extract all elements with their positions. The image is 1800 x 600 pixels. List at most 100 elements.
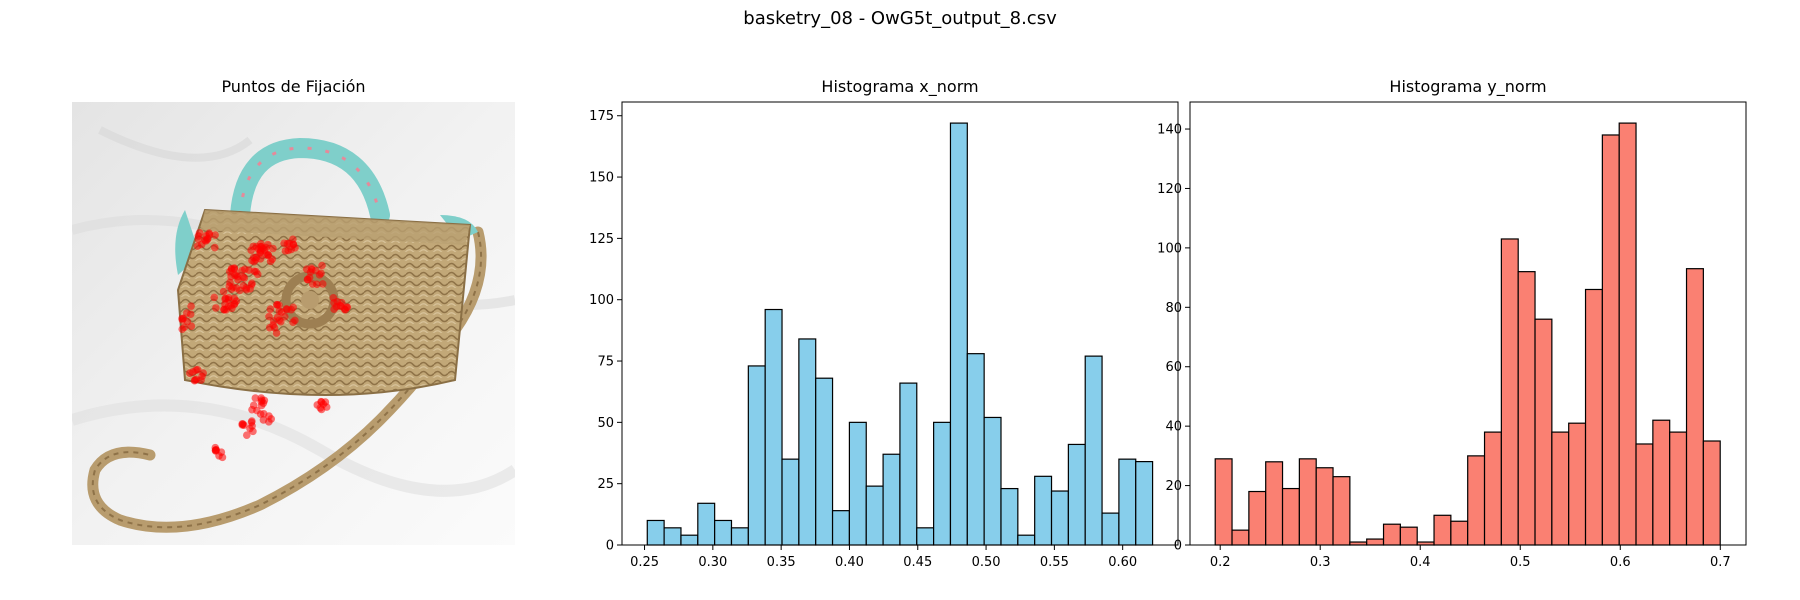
histogram-y-xtick: 0.4 <box>1410 545 1431 570</box>
histogram-x-ytick: 50 <box>597 416 622 431</box>
histogram-y-xtick-label: 0.5 <box>1510 555 1531 570</box>
histogram-x-xtick-label: 0.40 <box>835 555 864 570</box>
histogram-x-ytick-label: 100 <box>589 293 614 308</box>
histogram-y-ytick-label: 100 <box>1157 241 1182 256</box>
histogram-y-bar <box>1467 455 1486 546</box>
fixation-point <box>198 372 206 381</box>
histogram-y-ytick: 60 <box>1165 360 1190 375</box>
fixation-point <box>256 410 265 418</box>
histogram-y-bar <box>1281 487 1300 546</box>
figure-suptitle: basketry_08 - OwG5t_output_8.csv <box>743 8 1057 29</box>
histogram-x-xtick-label: 0.60 <box>1108 555 1137 570</box>
histogram-y-xtick: 0.5 <box>1510 545 1531 570</box>
fixation-point <box>183 317 192 326</box>
histogram-y-xtick-label: 0.3 <box>1310 555 1331 570</box>
fixation-point <box>307 264 316 272</box>
histogram-x-xtick-label: 0.35 <box>767 555 796 570</box>
histogram-y-ytick: 120 <box>1157 182 1190 197</box>
fixation-point <box>252 242 261 251</box>
histogram-x-ytick: 150 <box>589 171 622 186</box>
histogram-y-ytick: 40 <box>1165 420 1190 435</box>
histogram-x-xtick-label: 0.45 <box>903 555 932 570</box>
histogram-y-bar <box>1433 514 1452 546</box>
fixation-point <box>265 412 273 420</box>
fixation-point <box>210 243 219 252</box>
histogram-x-xtick: 0.45 <box>903 545 932 570</box>
histogram-x-xtick-label: 0.25 <box>630 555 659 570</box>
histogram-y-title: Histograma y_norm <box>1389 77 1547 96</box>
fixation-point <box>337 298 346 307</box>
histogram-x-xtick: 0.60 <box>1108 545 1137 570</box>
histogram-y-xtick-label: 0.2 <box>1210 555 1231 570</box>
fixation-point <box>217 448 226 456</box>
histogram-x-ytick: 125 <box>589 232 622 247</box>
histogram-x-bar <box>949 122 968 546</box>
image-panel-title: Puntos de Fijación <box>221 77 366 96</box>
histogram-x-bar <box>1050 490 1069 546</box>
histogram-x: 0.25 0.30 0.35 0.40 0.45 0.50 0.55 0.60 0 25 50 75 1… <box>589 101 1179 570</box>
histogram-x-ytick: 75 <box>597 355 622 370</box>
histogram-y-xtick: 0.7 <box>1710 545 1731 570</box>
histogram-x-bar <box>747 365 766 546</box>
fixation-point <box>249 401 258 410</box>
histogram-x-bar <box>916 527 935 546</box>
fixation-point <box>212 304 220 312</box>
fixation-point <box>187 302 195 310</box>
fixation-point <box>289 240 298 249</box>
fixation-point <box>318 261 326 270</box>
histogram-y-bar <box>1551 431 1570 546</box>
histogram-y-bar <box>1685 268 1704 546</box>
histogram-x-bar <box>730 527 749 546</box>
fixation-point <box>260 396 269 405</box>
fixation-point <box>210 293 219 302</box>
histogram-y-xtick: 0.3 <box>1310 545 1331 570</box>
fixation-point <box>317 269 325 278</box>
histogram-y-xtick-label: 0.7 <box>1710 555 1731 570</box>
histogram-y-bar <box>1584 288 1603 546</box>
histogram-y-bar <box>1366 538 1385 546</box>
histogram-y-ytick: 80 <box>1165 301 1190 316</box>
histogram-y-ytick: 20 <box>1165 479 1190 494</box>
histogram-x-bar <box>966 353 985 546</box>
fixation-point <box>280 239 288 248</box>
fixation-point <box>226 278 234 287</box>
fixation-point <box>312 280 321 289</box>
histogram-x-bar <box>1084 355 1103 546</box>
histogram-y-bar <box>1315 467 1334 546</box>
histogram-x-bar <box>1017 534 1036 546</box>
histogram-x-ytick-label: 0 <box>606 539 614 554</box>
fixation-point <box>219 287 228 296</box>
histogram-y-bar <box>1601 134 1620 546</box>
histogram-x-xtick-label: 0.30 <box>698 555 727 570</box>
histogram-x-ytick: 0 <box>606 539 622 554</box>
fixation-point <box>236 286 244 295</box>
histogram-x-bar <box>764 308 783 546</box>
histogram-y-bar <box>1618 122 1637 546</box>
histogram-x-bar <box>1034 475 1053 546</box>
histogram-x-ytick-label: 75 <box>597 355 614 370</box>
histogram-y-bar <box>1635 443 1654 546</box>
histogram-x-xtick-label: 0.50 <box>972 555 1001 570</box>
scarf-handle <box>230 137 390 225</box>
histogram-x-bar <box>1000 487 1019 546</box>
histogram-y-bar <box>1332 476 1351 546</box>
fixation-point <box>264 240 272 249</box>
histogram-y-ytick: 0 <box>1174 539 1190 554</box>
histogram-x-title: Histograma x_norm <box>821 77 979 96</box>
histogram-x-bar <box>865 485 884 546</box>
histogram-x-xtick: 0.40 <box>835 545 864 570</box>
fixation-point <box>239 420 247 428</box>
histogram-y-ytick-label: 20 <box>1165 479 1182 494</box>
histogram-y-ytick-label: 40 <box>1165 420 1182 435</box>
fixation-point <box>245 266 253 274</box>
histogram-y-ytick: 100 <box>1157 241 1190 256</box>
histogram-x-bar <box>798 338 817 546</box>
histogram-y-bar <box>1534 318 1553 546</box>
fixation-point <box>248 279 256 288</box>
histogram-x-bar <box>680 534 699 546</box>
fixation-point <box>276 317 285 326</box>
fixation-point <box>242 431 251 439</box>
histogram-y-bar <box>1669 431 1688 546</box>
histogram-x-bar <box>899 382 918 546</box>
fixation-point <box>281 247 290 255</box>
